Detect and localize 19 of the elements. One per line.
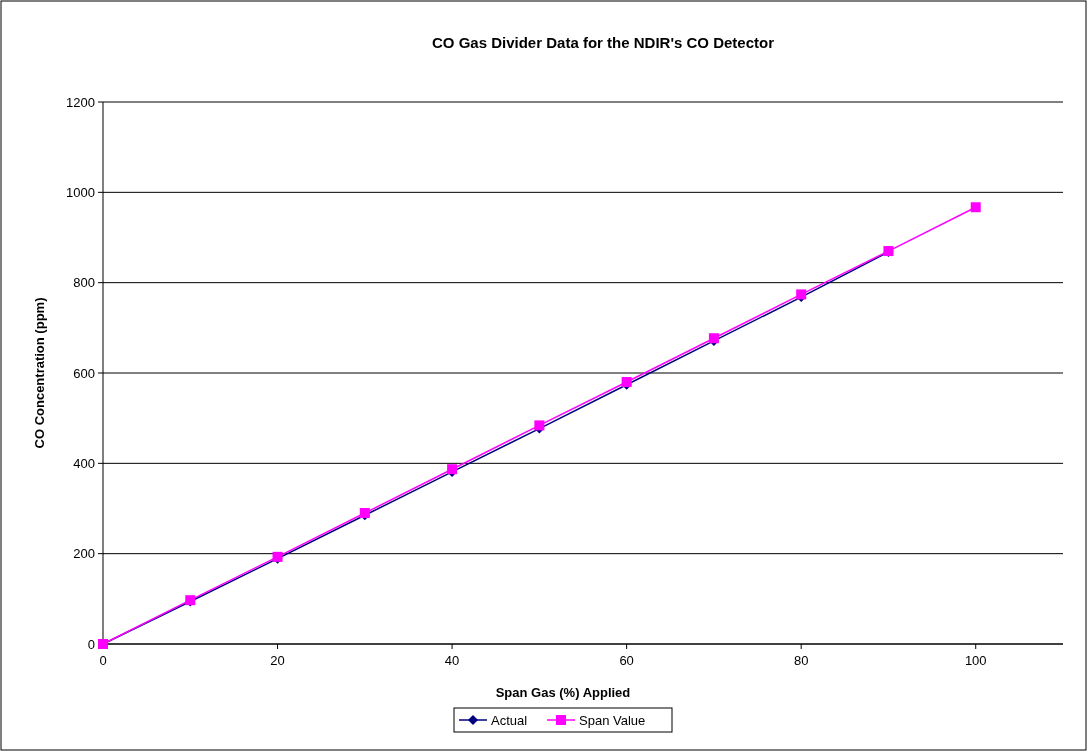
y-tick-label: 200 [73, 546, 95, 562]
x-tick-label: 80 [793, 653, 809, 668]
legend-label: Actual [491, 712, 528, 728]
x-axis-title: Span Gas (%) Applied [495, 685, 631, 700]
y-tick-label: 1000 [66, 184, 95, 200]
y-tick-label: 400 [73, 455, 95, 471]
legend-label: Span Value [579, 712, 646, 728]
point [970, 202, 981, 213]
x-tick-label: 40 [444, 653, 460, 668]
x-tick-label: 60 [619, 653, 634, 668]
x-tick-label: 100 [964, 653, 987, 668]
y-tick-label: 800 [73, 275, 95, 291]
y-tick-label: 1200 [66, 94, 95, 110]
y-tick-label: 0 [87, 636, 95, 652]
x-tick-label: 0 [99, 653, 107, 668]
y-tick-label: 600 [73, 365, 95, 381]
chart-title: CO Gas Divider Data for the NDIR's CO Detector [432, 34, 775, 51]
x-tick-label: 20 [270, 653, 285, 668]
y-axis-title: CO Concentration (ppm) [32, 297, 47, 449]
